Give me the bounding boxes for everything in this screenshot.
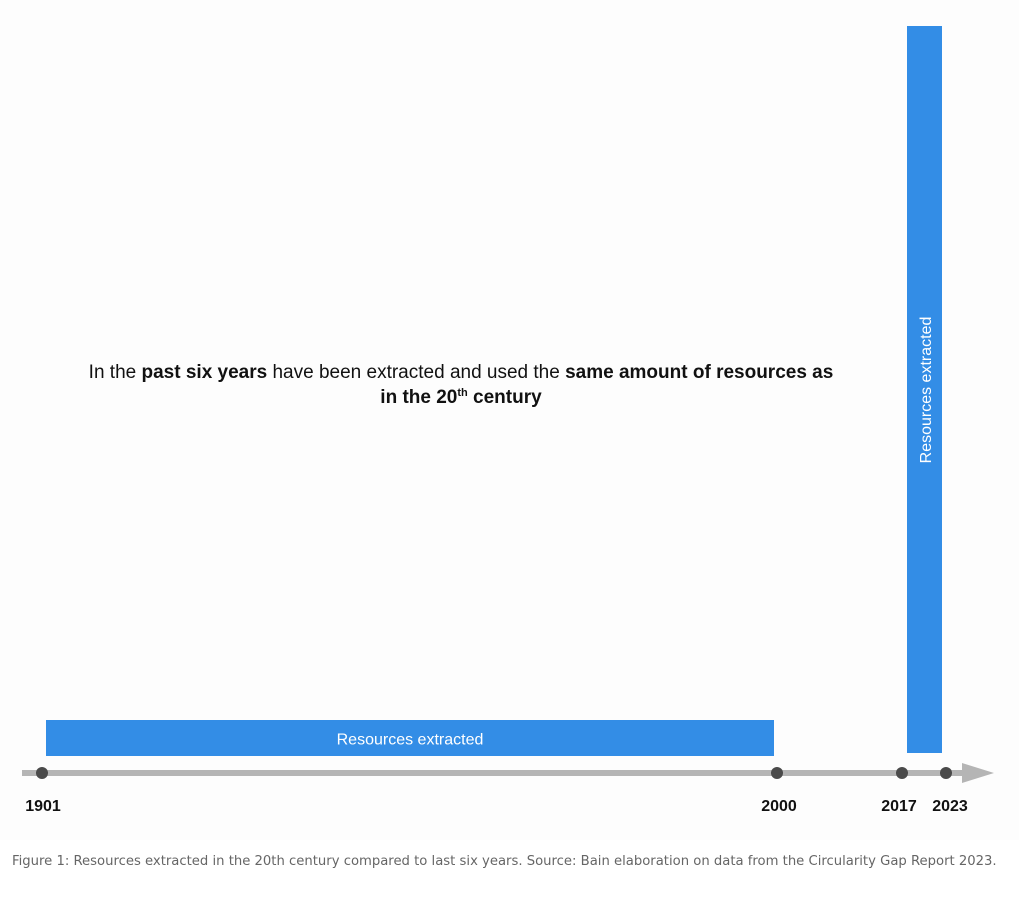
year-label-2017: 2017 — [881, 798, 917, 815]
year-label-2023: 2023 — [932, 798, 968, 815]
figure: Resources extracted Resources extracted … — [22, 26, 994, 815]
headline-bold-3: in the 20th century — [380, 387, 541, 408]
marker-2000 — [771, 767, 783, 779]
bar-last-six-years-label: Resources extracted — [918, 317, 935, 464]
headline-bold-2: same amount of resources as — [565, 362, 834, 383]
headline-bold-3-post: century — [467, 387, 542, 408]
figure-caption: Figure 1: Resources extracted in the 20t… — [12, 854, 997, 869]
marker-2023 — [940, 767, 952, 779]
timeline-diagram: Resources extracted Resources extracted — [22, 26, 994, 783]
marker-1901 — [36, 767, 48, 779]
headline-bold-1: past six years — [141, 362, 268, 383]
year-label-1901: 1901 — [25, 798, 61, 815]
headline-text-2: have been extracted and used the — [267, 362, 566, 383]
bar-20th-century-label: Resources extracted — [337, 732, 484, 749]
headline-superscript: th — [457, 387, 468, 399]
marker-2017 — [896, 767, 908, 779]
bar-20th-century — [46, 720, 774, 756]
bar-last-six-years — [907, 26, 942, 753]
timeline-arrow-icon — [962, 763, 994, 783]
headline-text-1: In the — [88, 362, 142, 383]
year-label-2000: 2000 — [761, 798, 797, 815]
headline-bold-3-pre: in the 20 — [380, 387, 458, 408]
headline: In the past six years have been extracte… — [40, 360, 882, 410]
